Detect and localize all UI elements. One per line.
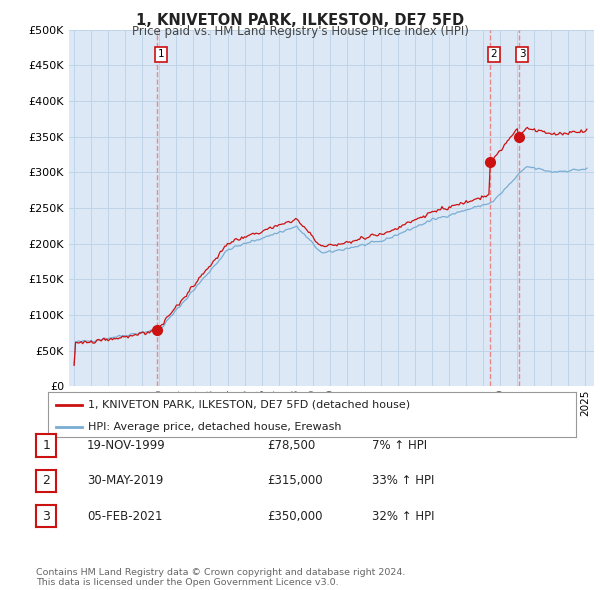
Text: 19-NOV-1999: 19-NOV-1999 [87,439,166,452]
Text: 33% ↑ HPI: 33% ↑ HPI [372,474,434,487]
Text: HPI: Average price, detached house, Erewash: HPI: Average price, detached house, Erew… [88,422,341,432]
Text: 1, KNIVETON PARK, ILKESTON, DE7 5FD: 1, KNIVETON PARK, ILKESTON, DE7 5FD [136,13,464,28]
Text: £350,000: £350,000 [267,510,323,523]
Text: 32% ↑ HPI: 32% ↑ HPI [372,510,434,523]
Text: 1: 1 [158,50,164,60]
Text: £78,500: £78,500 [267,439,315,452]
Text: 30-MAY-2019: 30-MAY-2019 [87,474,163,487]
Text: Contains HM Land Registry data © Crown copyright and database right 2024.
This d: Contains HM Land Registry data © Crown c… [36,568,406,587]
Text: 3: 3 [519,50,526,60]
Text: Price paid vs. HM Land Registry's House Price Index (HPI): Price paid vs. HM Land Registry's House … [131,25,469,38]
Text: 3: 3 [42,510,50,523]
Text: 05-FEB-2021: 05-FEB-2021 [87,510,163,523]
Text: 2: 2 [42,474,50,487]
Text: 1: 1 [42,439,50,452]
Text: 7% ↑ HPI: 7% ↑ HPI [372,439,427,452]
Text: £315,000: £315,000 [267,474,323,487]
Text: 1, KNIVETON PARK, ILKESTON, DE7 5FD (detached house): 1, KNIVETON PARK, ILKESTON, DE7 5FD (det… [88,400,410,409]
Text: 2: 2 [490,50,497,60]
